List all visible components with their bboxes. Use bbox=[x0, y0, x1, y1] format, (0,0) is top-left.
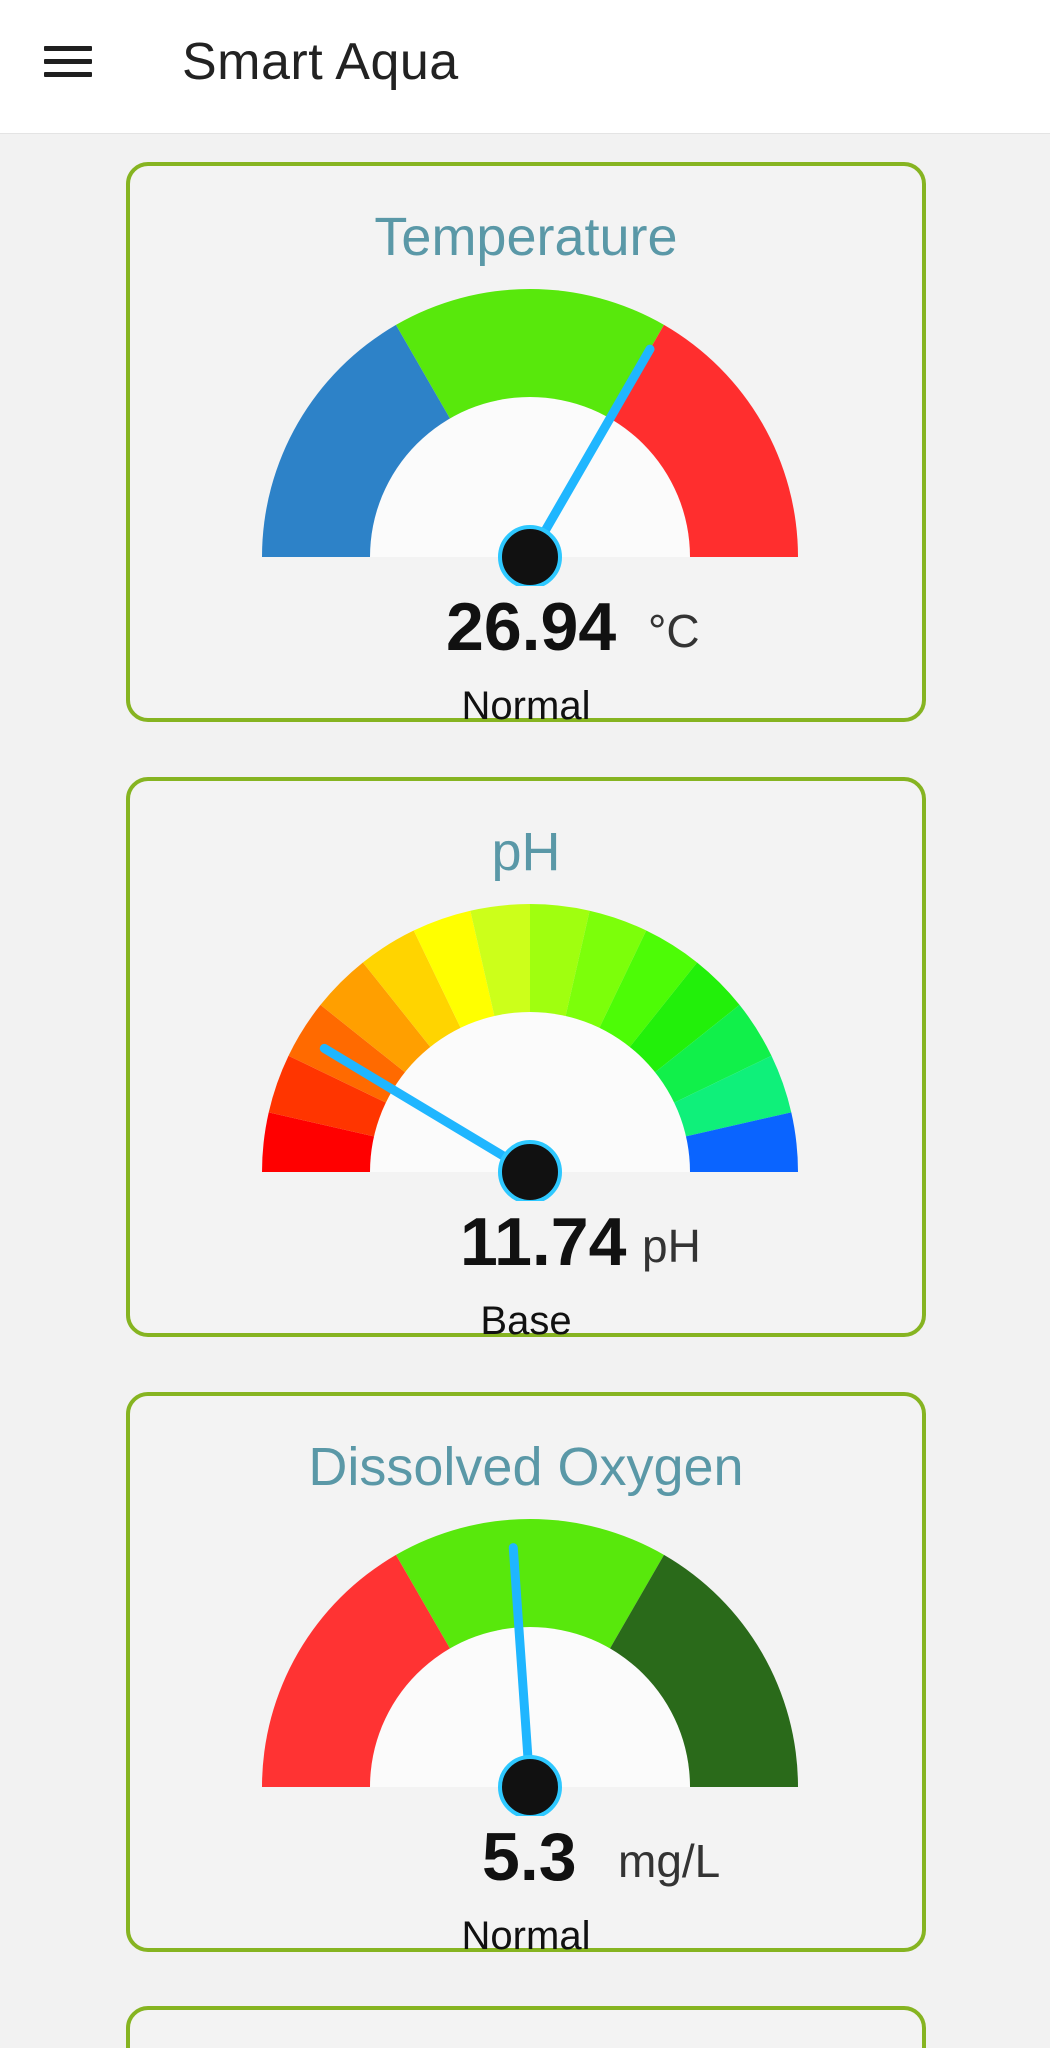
ph-status: Base bbox=[480, 1299, 572, 1343]
dissolved-oxygen-reading: 5.3 mg/L bbox=[130, 1818, 922, 1898]
ph-value: 11.74 bbox=[460, 1204, 627, 1280]
ph-unit: pH bbox=[642, 1220, 701, 1272]
dissolved-oxygen-gauge bbox=[230, 1519, 830, 1816]
temperature-card: Temperature 26.94 °C Normal bbox=[126, 162, 926, 728]
dissolved-oxygen-status: Normal bbox=[461, 1914, 591, 1958]
gauge-needle bbox=[525, 344, 655, 562]
gauge-hub bbox=[498, 1755, 562, 1816]
app-bar: Smart Aqua bbox=[0, 0, 1050, 134]
dissolved-oxygen-unit: mg/L bbox=[618, 1835, 721, 1887]
dissolved-oxygen-value: 5.3 bbox=[482, 1819, 577, 1895]
gauge-inner-face bbox=[370, 1012, 690, 1201]
temperature-unit: °C bbox=[648, 605, 700, 657]
gauge-needle bbox=[319, 1043, 535, 1177]
gauge-hub bbox=[498, 1140, 562, 1201]
ph-card: pH 11.74 pH Base bbox=[126, 777, 926, 1343]
temperature-value: 26.94 bbox=[446, 589, 617, 665]
app-title: Smart Aqua bbox=[182, 33, 459, 91]
temperature-status: Normal bbox=[461, 684, 591, 728]
temperature-title: Temperature bbox=[374, 207, 678, 267]
dissolved-oxygen-card: Dissolved Oxygen 5.3 mg/L Normal bbox=[126, 1392, 926, 1958]
gauge-inner-face bbox=[370, 397, 690, 586]
temperature-reading: 26.94 °C bbox=[130, 588, 922, 668]
temperature-gauge bbox=[230, 289, 830, 586]
gauge-hub bbox=[498, 525, 562, 586]
menu-icon[interactable] bbox=[44, 42, 94, 80]
next-sensor-card bbox=[126, 2006, 926, 2048]
ph-gauge bbox=[230, 904, 830, 1201]
gauge-inner-face bbox=[370, 1627, 690, 1816]
ph-reading: 11.74 pH bbox=[130, 1203, 922, 1283]
dissolved-oxygen-title: Dissolved Oxygen bbox=[308, 1437, 744, 1497]
gauge-needle bbox=[508, 1543, 535, 1792]
ph-title: pH bbox=[491, 822, 561, 882]
